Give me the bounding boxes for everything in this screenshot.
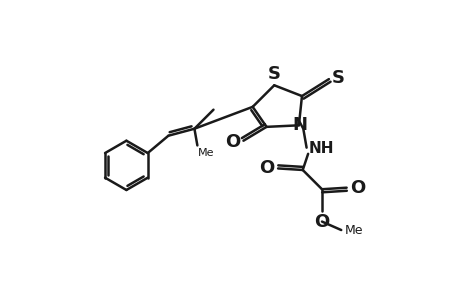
Text: S: S — [331, 69, 344, 87]
Text: S: S — [267, 65, 280, 83]
Text: O: O — [224, 133, 240, 151]
Text: NH: NH — [308, 141, 333, 156]
Text: N: N — [291, 116, 307, 134]
Text: O: O — [350, 179, 365, 197]
Text: Me: Me — [198, 148, 214, 158]
Text: Me: Me — [344, 224, 362, 236]
Text: O: O — [258, 159, 274, 177]
Text: O: O — [313, 213, 329, 231]
